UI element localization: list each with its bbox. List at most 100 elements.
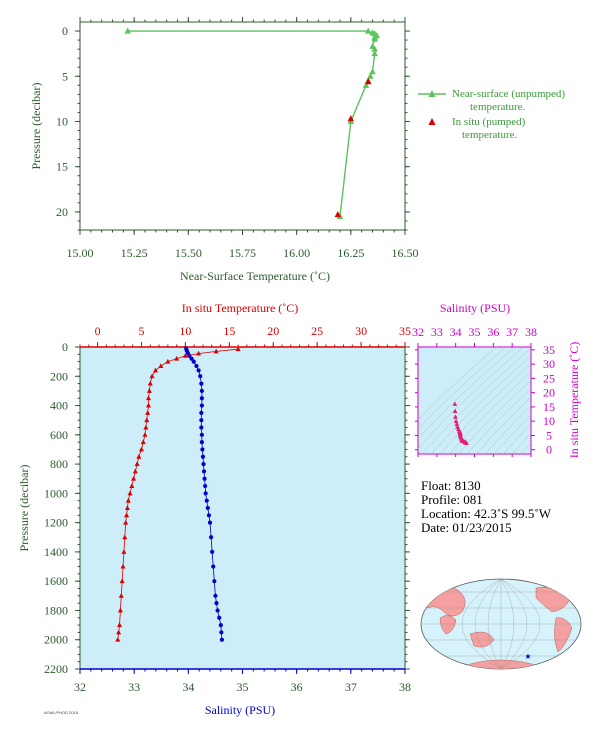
salinity-point-14 bbox=[199, 418, 204, 423]
map-graticule bbox=[421, 578, 581, 670]
near-surface-temperature-point-1 bbox=[364, 27, 372, 34]
map-land-africa bbox=[439, 615, 457, 635]
salinity-point-37 bbox=[218, 622, 223, 628]
legend-marker-insitu bbox=[428, 118, 436, 125]
temperature-point-3 bbox=[182, 352, 188, 358]
temperature-point-25 bbox=[125, 497, 131, 503]
temperature-point-28 bbox=[123, 519, 129, 525]
legend-near-surface-line-1: Near-surface (unpumped) bbox=[452, 88, 565, 100]
temperature-point-17 bbox=[140, 439, 146, 445]
near-surface-temperature-point-6 bbox=[371, 35, 378, 42]
near-surface-x-tick-label-6: 16.50 bbox=[392, 246, 419, 260]
ts-y-tick-label-6: 30 bbox=[543, 357, 555, 371]
temperature-point-37 bbox=[115, 636, 121, 642]
ts-x-tick-label-1: 33 bbox=[431, 325, 443, 339]
salinity-point-26 bbox=[205, 505, 210, 511]
temperature-point-11 bbox=[145, 395, 152, 401]
temperature-point-36 bbox=[116, 629, 122, 635]
profile-y-tick-label-9: 1800 bbox=[44, 603, 68, 617]
ts-density-contours bbox=[418, 347, 531, 454]
ts-density-contour-0 bbox=[418, 347, 497, 420]
profile-salinity-axis-label: Salinity (PSU) bbox=[205, 703, 275, 717]
temperature-point-1 bbox=[213, 348, 219, 354]
near-surface-x-tick-label-3: 15.75 bbox=[229, 246, 256, 260]
salinity-point-20 bbox=[201, 461, 206, 467]
ts-point-2 bbox=[453, 414, 458, 419]
near-surface-y-axis-label: Pressure (decibar) bbox=[29, 83, 43, 170]
salinity-point-17 bbox=[199, 440, 204, 445]
salinity-point-9 bbox=[199, 381, 204, 386]
ts-density-contour-9 bbox=[467, 388, 531, 454]
salinity-point-38 bbox=[219, 630, 224, 635]
near-surface-y-tick-label-4: 20 bbox=[56, 205, 68, 219]
temperature-point-32 bbox=[119, 578, 125, 584]
profile-temperature-tick-label-4: 20 bbox=[267, 324, 279, 338]
temperature-point-6 bbox=[158, 363, 164, 368]
salinity-point-6 bbox=[194, 363, 199, 369]
temperature-point-29 bbox=[122, 534, 128, 540]
ts-density-contour-1 bbox=[418, 347, 506, 430]
near-surface-x-tick-label-1: 15.25 bbox=[121, 246, 148, 260]
ts-density-contour-8 bbox=[458, 380, 531, 454]
float-info: Float: 8130 Profile: 081 Location: 42.3˚… bbox=[421, 478, 552, 535]
ts-y-tick-label-2: 10 bbox=[543, 414, 555, 428]
ts-point-3 bbox=[453, 418, 459, 424]
near-surface-temperature-point-0 bbox=[124, 27, 131, 34]
near-surface-y-tick-label-3: 15 bbox=[56, 160, 68, 174]
temperature-point-34 bbox=[117, 607, 123, 613]
temperature-point-31 bbox=[120, 563, 126, 569]
salinity-point-28 bbox=[207, 520, 213, 525]
temperature-point-9 bbox=[147, 380, 153, 386]
salinity-point-23 bbox=[203, 483, 208, 489]
salinity-point-31 bbox=[211, 564, 216, 569]
salinity-point-35 bbox=[215, 608, 220, 613]
near-surface-temperature-point-9 bbox=[371, 50, 378, 57]
figure-credit: AOML/PHOD 2015 bbox=[44, 710, 79, 715]
temperature-point-4 bbox=[174, 355, 180, 361]
ts-density-contour-10 bbox=[476, 396, 531, 454]
temperature-point-10 bbox=[146, 388, 152, 393]
temperature-point-30 bbox=[121, 549, 127, 554]
ts-y-tick-label-5: 25 bbox=[543, 371, 555, 385]
salinity-point-15 bbox=[199, 425, 204, 430]
ts-point-1 bbox=[452, 408, 458, 414]
profile-salinity-tick-label-6: 38 bbox=[399, 680, 411, 694]
profile-y-tick-label-0: 0 bbox=[62, 340, 68, 354]
ts-point-26 bbox=[464, 440, 469, 445]
temperature-point-22 bbox=[131, 475, 137, 481]
salinity-point-18 bbox=[200, 447, 205, 452]
salinity-point-4 bbox=[189, 356, 194, 361]
salinity-point-13 bbox=[199, 410, 204, 415]
insitu-temperature-point-2 bbox=[334, 211, 342, 218]
salinity-point-5 bbox=[191, 359, 196, 364]
near-surface-y-ticks: 0 5 10 15 20 bbox=[56, 24, 410, 231]
ts-density-contour-14 bbox=[512, 432, 531, 454]
profile-temperature-tick-label-0: 0 bbox=[95, 324, 101, 338]
ts-x-tick-label-2: 34 bbox=[450, 325, 462, 339]
legend-entry-insitu: In situ (pumped) temperature. bbox=[452, 116, 528, 141]
temperature-point-27 bbox=[124, 512, 130, 518]
ts-point-4 bbox=[454, 421, 460, 426]
salinity-point-27 bbox=[206, 513, 212, 518]
ts-density-contour-15 bbox=[521, 442, 531, 454]
salinity-point-16 bbox=[199, 432, 204, 437]
profile-series bbox=[115, 346, 241, 642]
profile-y-tick-label-7: 1400 bbox=[44, 545, 68, 559]
near-surface-plot-frame bbox=[79, 21, 406, 231]
profile-temperature-tick-label-1: 5 bbox=[138, 324, 144, 338]
near-surface-x-axis-label: Near-Surface Temperature (˚C) bbox=[180, 269, 330, 283]
insitu-temperature-point-0 bbox=[364, 78, 372, 85]
profile-temperature-tick-label-7: 35 bbox=[399, 324, 411, 338]
profile-date: Date: 01/23/2015 bbox=[421, 520, 512, 535]
profile-temperature-axis-label: In situ Temperature (˚C) bbox=[182, 301, 299, 315]
profile-salinity-tick-label-3: 35 bbox=[237, 680, 249, 694]
temperature-point-24 bbox=[127, 490, 133, 496]
ts-density-contour-7 bbox=[449, 371, 531, 454]
float-location-marker: ★ bbox=[524, 652, 531, 661]
profile-plot-frame bbox=[79, 346, 406, 670]
near-surface-y-tick-label-2: 10 bbox=[56, 114, 68, 128]
profile-salinity-tick-label-0: 32 bbox=[74, 680, 86, 694]
